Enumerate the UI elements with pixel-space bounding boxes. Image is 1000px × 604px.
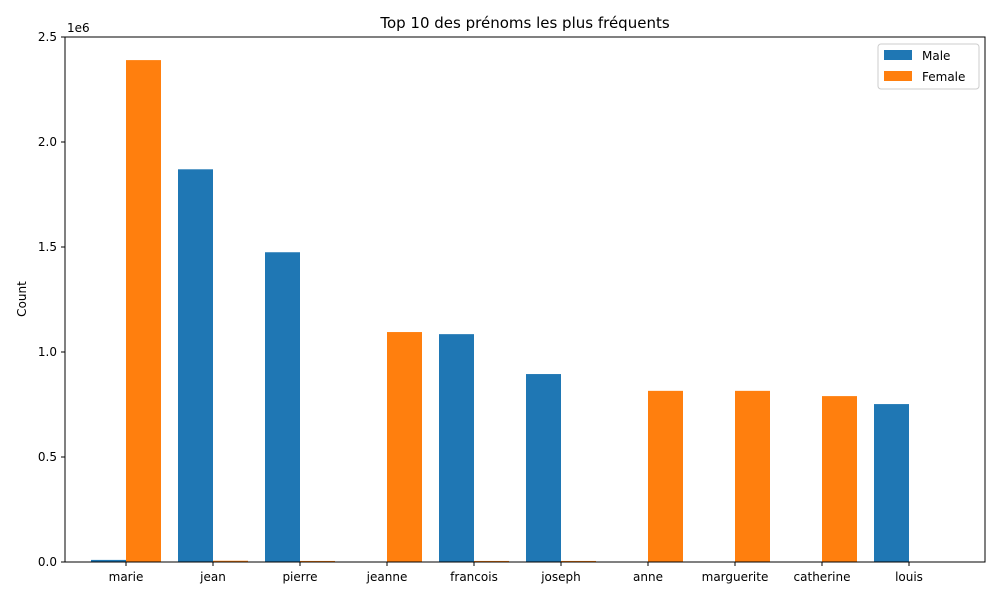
bar-female-marie bbox=[126, 60, 161, 562]
plot-frame bbox=[64, 36, 986, 563]
y-axis-label: Count bbox=[15, 281, 29, 317]
y-axis-scale-label: 1e6 bbox=[67, 21, 90, 35]
bar-male-louis bbox=[874, 404, 909, 562]
bar-female-joseph bbox=[561, 560, 596, 562]
x-tick-label: marguerite bbox=[702, 570, 769, 584]
y-tick-label: 1.5 bbox=[38, 240, 57, 254]
x-tick-label: jean bbox=[199, 570, 226, 584]
bar-male-francois bbox=[439, 334, 474, 562]
x-tick-label: joseph bbox=[540, 570, 581, 584]
x-tick-label: catherine bbox=[794, 570, 851, 584]
x-tick-label: jeanne bbox=[366, 570, 408, 584]
x-tick-label: louis bbox=[895, 570, 923, 584]
bar-female-jeanne bbox=[387, 332, 422, 562]
legend-label-male: Male bbox=[922, 49, 950, 63]
bar-female-anne bbox=[648, 390, 683, 562]
bar-female-jean bbox=[213, 560, 248, 562]
y-tick-label: 2.0 bbox=[38, 135, 57, 149]
y-tick-label: 1.0 bbox=[38, 345, 57, 359]
bar-male-joseph bbox=[526, 374, 561, 562]
chart-title: Top 10 des prénoms les plus fréquents bbox=[379, 14, 669, 32]
bar-female-pierre bbox=[300, 560, 335, 562]
bar-female-marguerite bbox=[735, 390, 770, 562]
legend-label-female: Female bbox=[922, 70, 965, 84]
x-tick-label: anne bbox=[633, 570, 663, 584]
bar-male-jean bbox=[178, 169, 213, 563]
bars-layer bbox=[91, 60, 909, 563]
bar-female-francois bbox=[474, 560, 509, 562]
bar-male-pierre bbox=[265, 252, 300, 562]
y-tick-label: 0.5 bbox=[38, 450, 57, 464]
legend-swatch-male bbox=[884, 50, 912, 60]
bar-male-marie bbox=[91, 559, 126, 562]
bar-female-catherine bbox=[822, 396, 857, 562]
y-tick-label: 2.5 bbox=[38, 30, 57, 44]
axes-layer: 0.0 0.5 1.0 1.5 2.0 2.5 marie jean pierre jeanne f… bbox=[38, 30, 986, 584]
x-tick-label: francois bbox=[450, 570, 498, 584]
legend: Male Female bbox=[877, 43, 980, 90]
y-tick-label: 0.0 bbox=[38, 555, 57, 569]
legend-swatch-female bbox=[884, 71, 912, 81]
x-tick-label: pierre bbox=[282, 570, 317, 584]
x-tick-label: marie bbox=[109, 570, 144, 584]
